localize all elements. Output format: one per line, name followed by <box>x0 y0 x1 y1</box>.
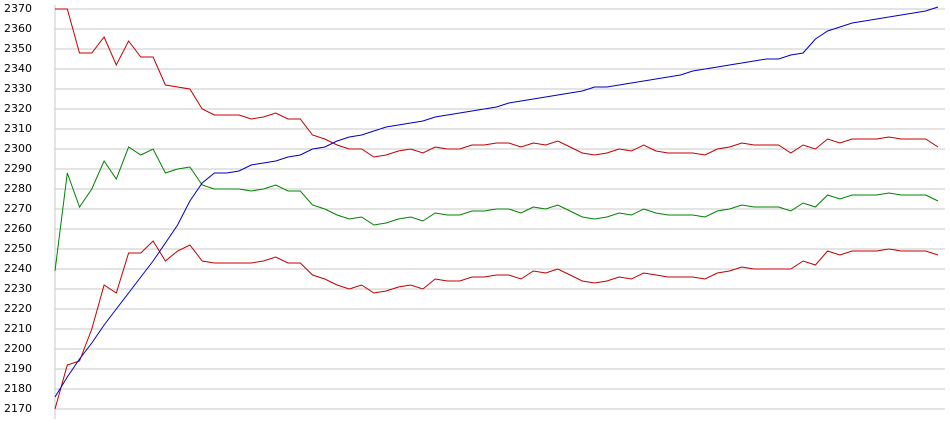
y-tick-label: 2270 <box>4 202 32 215</box>
y-tick-label: 2240 <box>4 262 32 275</box>
y-tick-label: 2170 <box>4 402 32 415</box>
series-line <box>54 146 939 272</box>
y-tick-label: 2200 <box>4 342 32 355</box>
series-line <box>54 6 939 398</box>
series-line <box>55 8 939 158</box>
y-tick-label: 2220 <box>4 302 32 315</box>
y-tick-label: 2360 <box>4 22 32 35</box>
y-tick-label: 2370 <box>4 2 32 15</box>
y-tick-label: 2340 <box>4 62 32 75</box>
y-tick-label: 2300 <box>4 142 32 155</box>
y-tick-label: 2190 <box>4 362 32 375</box>
y-tick-label: 2290 <box>4 162 32 175</box>
y-tick-label: 2260 <box>4 222 32 235</box>
y-tick-label: 2320 <box>4 102 32 115</box>
y-tick-label: 2230 <box>4 282 32 295</box>
y-tick-label: 2310 <box>4 122 32 135</box>
y-tick-label: 2350 <box>4 42 32 55</box>
y-tick-label: 2280 <box>4 182 32 195</box>
y-tick-label: 2180 <box>4 382 32 395</box>
y-tick-label: 2330 <box>4 82 32 95</box>
y-tick-label: 2210 <box>4 322 32 335</box>
series-line <box>54 240 939 410</box>
y-tick-label: 2250 <box>4 242 32 255</box>
